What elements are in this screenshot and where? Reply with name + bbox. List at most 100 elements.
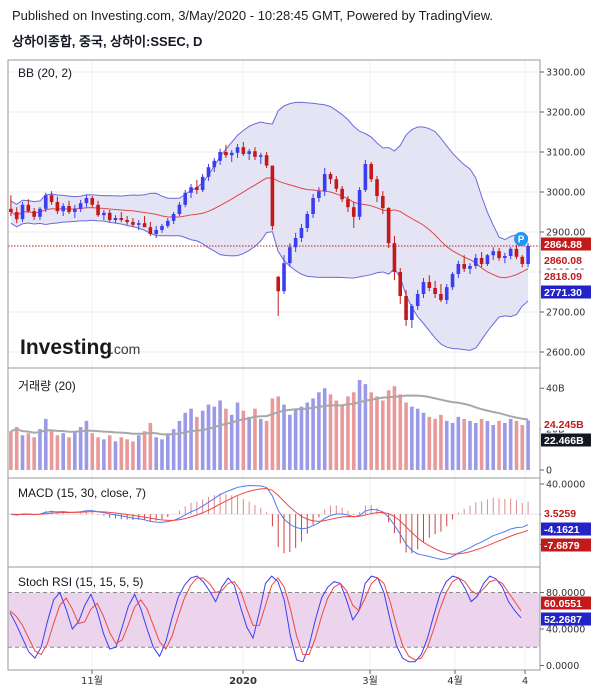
volume-bar [102,439,106,470]
macd-tag-0: 3.5259 [544,508,576,520]
volume-bar [73,431,77,470]
macd-pane[interactable] [8,485,540,560]
volume-bar [195,416,199,470]
price-tag-2: 2818.09 [544,271,582,283]
price-tick-label: 2700.00 [546,308,585,319]
volume-bar [334,400,339,470]
volume-bar [119,437,124,470]
stoch-tag-0: 60.0551 [544,598,582,610]
volume-bar [247,416,251,470]
volume-bar [43,418,48,470]
volume-pane[interactable] [9,380,530,470]
volume-bar [276,396,281,470]
candle [154,230,158,234]
volume-bar [456,416,461,470]
candle [514,248,519,257]
volume-bar [462,418,466,470]
price-tag-1: 2860.08 [544,255,582,267]
candle [90,198,95,205]
volume-bar [497,420,501,470]
candle [200,176,205,190]
volume-bar [96,437,100,470]
candle [73,208,77,212]
volume-bar [311,398,315,470]
volume-bar [154,437,158,470]
price-tick-label: 3000.00 [546,188,585,199]
candle [171,214,176,221]
value-tags: 2864.88 2860.08 2818.09 2771.30 24.245B 22.46… [541,237,591,626]
candle [131,222,135,225]
volume-bar [363,384,368,470]
candle [177,204,182,214]
candle [43,195,48,209]
volume-bar [468,420,472,470]
stoch-rsi-pane[interactable] [8,575,540,663]
candle [20,204,25,220]
volume-bar [49,431,54,470]
stoch-tag-1-bg [541,612,591,626]
pane-frame [7,59,541,671]
volume-bar [258,418,263,470]
macd-tag-1-bg [541,522,591,536]
volume-bar [142,431,147,470]
candle [183,192,188,205]
logo-suffix: .com [110,341,140,357]
time-label-4: 4 [522,676,528,687]
volume-bar [224,408,228,470]
volume-bar [84,420,89,470]
pane-label-stoch: Stoch RSI (15, 15, 5, 5) [18,575,143,589]
candle [386,208,391,244]
volume-bar [253,408,257,470]
candle [125,220,129,222]
volume-bar [392,386,397,470]
volume-bar [20,435,25,470]
pane-label-macd: MACD (15, 30, close, 7) [18,486,146,500]
price-tag-2-bg [541,269,591,283]
candle [61,206,66,212]
volume-bar [125,439,129,470]
candle [32,211,36,217]
macd-tag-0-bg [541,506,591,520]
volume-tag-0-bg [541,417,591,431]
volume-bar [241,410,246,470]
bollinger-lower-line [10,219,529,351]
candle [293,238,298,248]
price-tick-label: 3100.00 [546,148,585,159]
candle [166,220,170,226]
volume-bar [206,404,211,470]
volume-tag-0: 24.245B [544,419,584,431]
volume-bar [340,404,344,470]
volume-bar [473,422,478,470]
candle [503,256,507,258]
candle [206,167,211,177]
candle [410,306,414,320]
candle [346,199,350,208]
candle [78,203,83,209]
stoch-tick-label: 80.0000 [546,588,585,599]
macd-tag-2-bg [541,538,591,552]
volume-bar [26,433,31,470]
candle [427,282,432,288]
volume-bar [90,433,95,470]
candle [485,255,490,264]
volume-bar [171,429,176,470]
candle [264,155,269,166]
volume-bar [450,422,455,470]
volume-bar [148,422,153,470]
candle [235,147,240,153]
stoch-tag-1: 52.2687 [544,614,582,626]
candle [497,251,501,258]
candle [229,152,234,156]
volume-bar [218,400,222,470]
candle [462,264,466,269]
candle [369,164,373,180]
candle [340,188,344,200]
price-pane[interactable]: P [8,101,540,351]
candle [113,218,118,220]
bollinger-upper-line [10,101,529,241]
candle [473,258,478,266]
candle [258,155,263,157]
volume-bar [369,392,373,470]
volume-bar [9,431,13,470]
